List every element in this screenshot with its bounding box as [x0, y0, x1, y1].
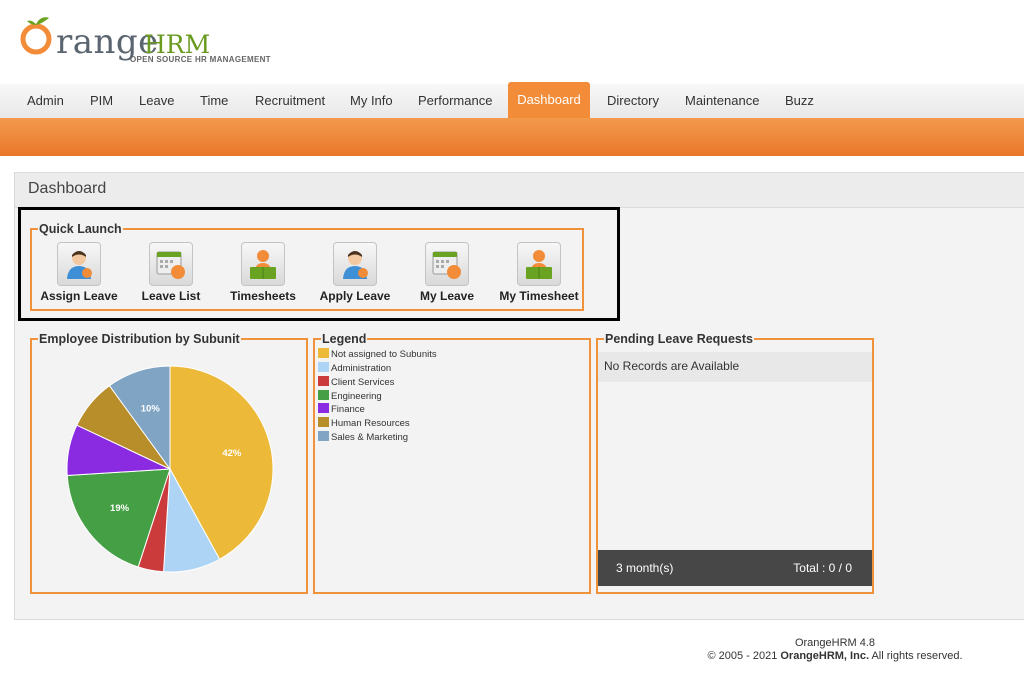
- employee-distribution-box: Employee Distribution by Subunit 42% 19% 1…: [30, 332, 308, 594]
- quick-launch-apply-leave[interactable]: Apply Leave: [310, 242, 400, 303]
- nav-pim[interactable]: PIM: [90, 93, 114, 108]
- orangehrm-logo: range HRM OPEN SOURCE HR MANAGEMENT: [18, 10, 288, 70]
- page-title: Dashboard: [28, 180, 107, 197]
- legend-label: Human Resources: [331, 418, 410, 429]
- pie-slice-engineering: [66, 468, 171, 568]
- nav-recruitment[interactable]: Recruitment: [255, 93, 326, 108]
- quick-launch-timesheets[interactable]: Timesheets: [218, 242, 308, 303]
- pie-slice-not-assigned-to-subunits: [169, 365, 274, 560]
- legend-swatch: [318, 390, 329, 400]
- quick-launch-highlight-frame: [18, 207, 620, 321]
- legend-title: Legend: [322, 332, 367, 346]
- legend-swatch: [318, 417, 329, 427]
- company-link[interactable]: OrangeHRM, Inc.: [780, 650, 869, 662]
- assign-leave-icon: [57, 242, 101, 286]
- legend-item: Administration: [318, 362, 391, 375]
- legend-label: Not assigned to Subunits: [331, 349, 437, 360]
- legend-item: Finance: [318, 403, 365, 416]
- pending-leave-box: Pending Leave Requests No Records are Av…: [596, 332, 874, 594]
- nav-maintenance[interactable]: Maintenance: [685, 93, 760, 108]
- quick-launch-leave-list[interactable]: Leave List: [126, 242, 216, 303]
- logo-wordmark: range: [56, 22, 159, 62]
- logo-tagline: OPEN SOURCE HR MANAGEMENT: [130, 55, 271, 64]
- quick-launch-label: Timesheets: [230, 289, 296, 303]
- nav-directory[interactable]: Directory: [607, 93, 660, 108]
- timesheets-icon: [241, 242, 285, 286]
- nav-time[interactable]: Time: [200, 93, 229, 108]
- quick-launch-label: Leave List: [141, 289, 201, 303]
- legend-swatch: [318, 376, 329, 386]
- pending-footer-bar: 3 month(s) Total : 0 / 0: [598, 550, 872, 586]
- distribution-pie-chart: 42% 19% 10%: [66, 365, 274, 573]
- quick-launch-box: Quick Launch Assign Leave Leave List Tim…: [30, 222, 584, 311]
- employee-distribution-title: Employee Distribution by Subunit: [39, 332, 240, 346]
- pie-slice-label: 42%: [222, 448, 242, 459]
- nav-leave[interactable]: Leave: [139, 93, 175, 108]
- legend-item: Human Resources: [318, 417, 410, 430]
- legend-item: Client Services: [318, 376, 394, 389]
- quick-launch-my-timesheet[interactable]: My Timesheet: [494, 242, 584, 303]
- copyright-text: © 2005 - 2021 OrangeHRM, Inc. All rights…: [690, 650, 980, 663]
- copyright-prefix: © 2005 - 2021: [707, 650, 781, 662]
- legend-label: Engineering: [331, 391, 382, 402]
- version-text: OrangeHRM 4.8: [794, 637, 876, 649]
- nav-buzz[interactable]: Buzz: [785, 93, 814, 108]
- apply-leave-icon: [333, 242, 377, 286]
- legend-swatch: [318, 348, 329, 358]
- legend-item: Engineering: [318, 390, 382, 403]
- legend-label: Finance: [331, 404, 365, 415]
- leave-list-icon: [149, 242, 193, 286]
- quick-launch-assign-leave[interactable]: Assign Leave: [34, 242, 124, 303]
- sub-menu-bar: [0, 118, 1024, 156]
- pie-slice-sales-marketing: [108, 365, 171, 471]
- quick-launch-title: Quick Launch: [39, 222, 122, 236]
- period-text[interactable]: 3 month(s): [616, 561, 674, 575]
- legend-item: Sales & Marketing: [318, 431, 408, 444]
- no-records-text: No Records are Available: [604, 359, 740, 373]
- quick-launch-label: Apply Leave: [319, 289, 391, 303]
- legend-box: Legend Not assigned to Subunits Administ…: [313, 332, 591, 594]
- main-nav: Admin PIM Leave Time Recruitment My Info…: [0, 82, 1024, 119]
- page-footer: OrangeHRM 4.8 © 2005 - 2021 OrangeHRM, I…: [690, 637, 980, 663]
- legend-swatch: [318, 403, 329, 413]
- my-timesheet-icon: [517, 242, 561, 286]
- legend-label: Client Services: [331, 377, 395, 388]
- quick-launch-my-leave[interactable]: My Leave: [402, 242, 492, 303]
- my-leave-icon: [425, 242, 469, 286]
- legend-label: Sales & Marketing: [331, 432, 409, 443]
- pending-leave-title: Pending Leave Requests: [605, 332, 753, 346]
- quick-launch-label: My Leave: [419, 289, 475, 303]
- orange-logo-icon: [20, 17, 52, 55]
- nav-admin[interactable]: Admin: [27, 93, 64, 108]
- quick-launch-label: Assign Leave: [40, 289, 118, 303]
- pie-slice-label: 10%: [141, 403, 161, 414]
- copyright-suffix: All rights reserved.: [869, 650, 963, 662]
- legend-swatch: [318, 362, 329, 372]
- nav-dashboard[interactable]: Dashboard: [508, 82, 590, 118]
- total-text: Total : 0 / 0: [793, 561, 852, 575]
- nav-performance[interactable]: Performance: [418, 93, 493, 108]
- quick-launch-label: My Timesheet: [499, 289, 579, 303]
- logo-hrm: HRM: [144, 30, 211, 59]
- legend-label: Administration: [331, 363, 392, 374]
- panel-header: Dashboard: [15, 173, 1024, 208]
- nav-my-info[interactable]: My Info: [350, 93, 393, 108]
- pie-slice-label: 19%: [110, 503, 130, 514]
- legend-swatch: [318, 431, 329, 441]
- legend-item: Not assigned to Subunits: [318, 348, 437, 361]
- no-records-row: No Records are Available: [598, 352, 872, 382]
